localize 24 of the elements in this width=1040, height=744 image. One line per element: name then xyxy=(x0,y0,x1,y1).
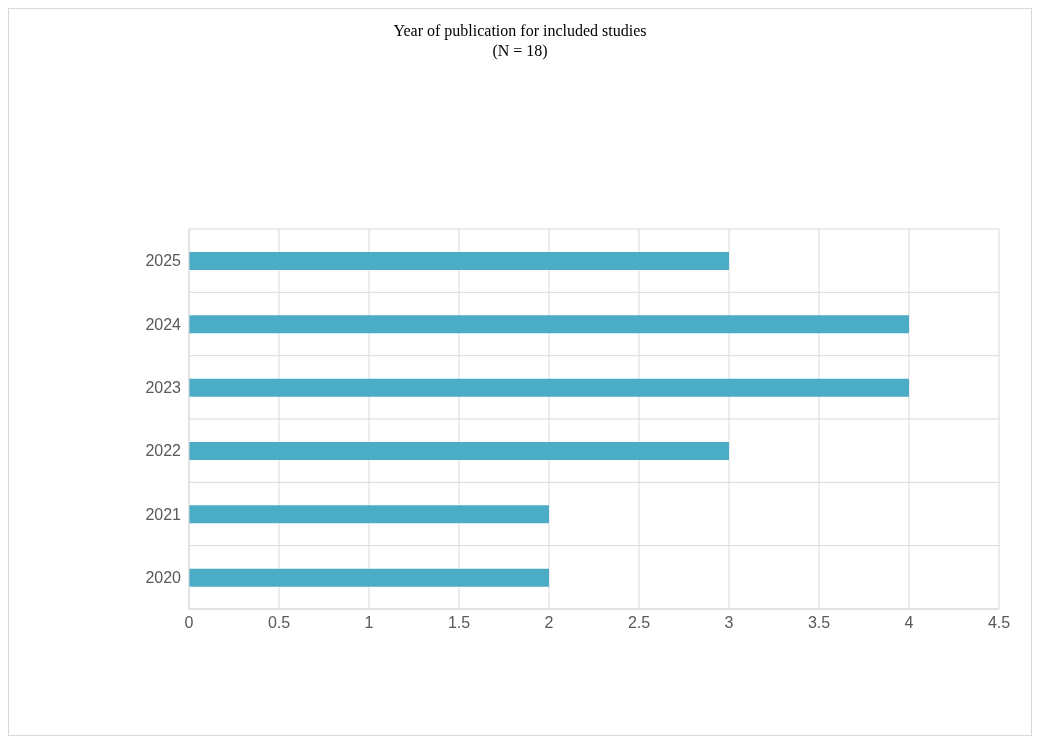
bar xyxy=(189,442,729,460)
chart-subtitle: (N = 18) xyxy=(491,41,549,61)
x-tick-label: 4 xyxy=(904,614,914,632)
x-tick-label: 0.5 xyxy=(267,614,291,632)
x-tick-label: 0 xyxy=(184,614,194,632)
x-tick-label: 2.5 xyxy=(627,614,651,632)
y-tick-label: 2021 xyxy=(145,505,182,523)
bar xyxy=(189,568,549,587)
bar xyxy=(189,315,909,334)
bar xyxy=(189,252,729,270)
y-tick-label: 2025 xyxy=(145,252,182,270)
x-tick-label: 4.5 xyxy=(987,614,1011,632)
x-tick-label: 1 xyxy=(364,614,374,632)
bar xyxy=(189,378,909,397)
bar xyxy=(189,505,549,524)
y-tick-label: 2024 xyxy=(145,315,182,333)
x-tick-label: 3 xyxy=(724,614,734,632)
x-tick-label: 2 xyxy=(544,614,554,632)
y-tick-label: 2022 xyxy=(145,442,182,460)
chart-title: Year of publication for included studies xyxy=(392,21,648,41)
y-tick-label: 2023 xyxy=(145,379,182,397)
x-tick-label: 1.5 xyxy=(447,614,471,632)
y-tick-label: 2020 xyxy=(145,569,182,587)
x-tick-label: 3.5 xyxy=(807,614,831,632)
